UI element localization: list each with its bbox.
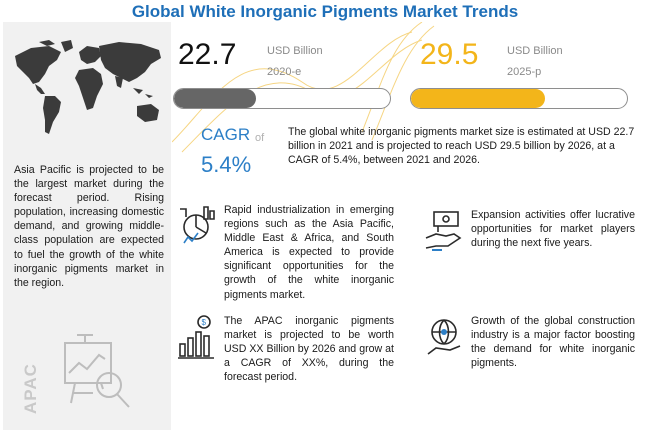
cagr-label: CAGR bbox=[201, 125, 251, 144]
market-unit-2025: USD Billion bbox=[507, 45, 563, 57]
progress-bar-2020 bbox=[173, 88, 391, 109]
market-value-2020: 22.7 bbox=[178, 38, 237, 71]
left-panel: Asia Pacific is projected to be the larg… bbox=[3, 22, 171, 430]
svg-text:$: $ bbox=[202, 318, 207, 327]
market-year-2020: 2020-e bbox=[267, 66, 302, 78]
progress-bar-2025 bbox=[410, 88, 628, 109]
bullet-text-3: The APAC inorganic pigments market is pr… bbox=[224, 315, 394, 384]
analytics-board-icon bbox=[64, 334, 130, 408]
cagr-of-label: of bbox=[255, 132, 265, 144]
market-summary: The global white inorganic pigments mark… bbox=[288, 126, 635, 167]
globe-hand-icon bbox=[427, 319, 461, 355]
progress-fill-2020 bbox=[174, 89, 257, 108]
page-title: Global White Inorganic Pigments Market T… bbox=[131, 2, 519, 21]
pie-chart-growth-icon bbox=[180, 206, 215, 244]
market-unit-2020: USD Billion bbox=[267, 45, 323, 57]
market-value-2025: 29.5 bbox=[420, 38, 479, 71]
cagr-value: 5.4% bbox=[201, 152, 252, 177]
hand-money-icon bbox=[425, 211, 462, 251]
bullet-text-4: Growth of the global construction indust… bbox=[471, 315, 635, 370]
apac-description: Asia Pacific is projected to be the larg… bbox=[14, 164, 164, 289]
bullet-text-2: Expansion activities offer lucrative opp… bbox=[471, 209, 635, 250]
market-year-2025: 2025-p bbox=[507, 66, 542, 78]
region-label: APAC bbox=[21, 363, 40, 414]
bullet-text-1: Rapid industrialization in emerging regi… bbox=[224, 204, 394, 301]
dollar-bar-chart-icon: $ bbox=[178, 315, 214, 359]
world-map-icon bbox=[15, 40, 161, 134]
progress-fill-2025 bbox=[411, 89, 545, 108]
